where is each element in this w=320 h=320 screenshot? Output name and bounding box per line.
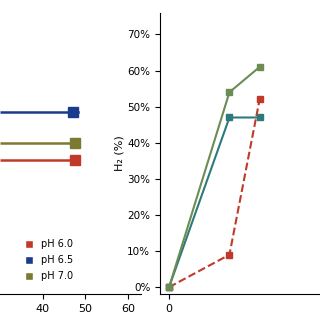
Legend: pH 6.0, pH 6.5, pH 7.0: pH 6.0, pH 6.5, pH 7.0 [16, 236, 76, 284]
Y-axis label: H₂ (%): H₂ (%) [115, 136, 124, 172]
